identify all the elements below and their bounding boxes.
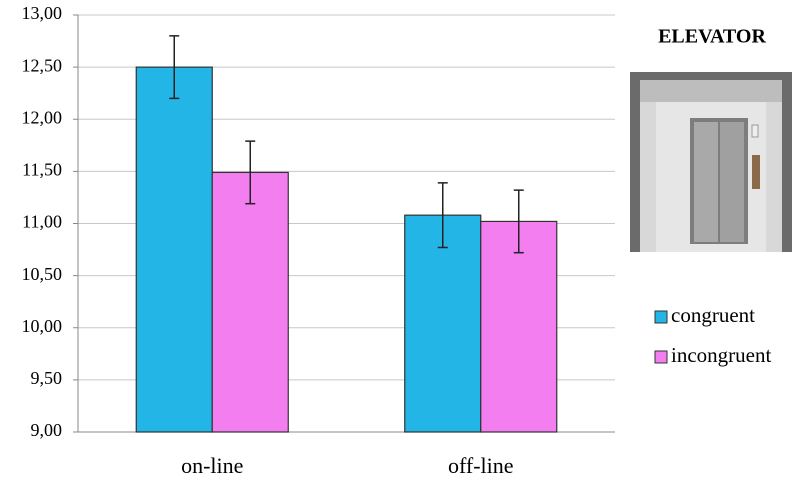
- elevator-image: [630, 72, 792, 252]
- y-tick-label: 11,00: [22, 212, 62, 232]
- x-tick-label: on-line: [181, 453, 243, 478]
- y-tick-label: 9,00: [31, 420, 63, 440]
- y-tick-label: 10,00: [22, 316, 63, 336]
- y-tick-label: 12,00: [22, 107, 63, 127]
- bar: [404, 214, 482, 433]
- y-tick-label: 12,50: [22, 55, 63, 75]
- legend-label: incongruent: [671, 343, 771, 367]
- y-tick-label: 9,50: [31, 368, 63, 388]
- y-tick-label: 13,00: [22, 3, 63, 23]
- x-tick-label: off-line: [448, 453, 514, 478]
- bar: [480, 220, 558, 433]
- legend-swatch: [654, 350, 668, 364]
- chart-title: ELEVATOR: [658, 26, 766, 48]
- legend-label: congruent: [671, 303, 755, 327]
- bar: [135, 66, 213, 433]
- y-tick-label: 10,50: [22, 264, 63, 284]
- legend-swatch: [654, 310, 668, 324]
- bar: [211, 171, 289, 433]
- y-tick-label: 11,50: [22, 160, 62, 180]
